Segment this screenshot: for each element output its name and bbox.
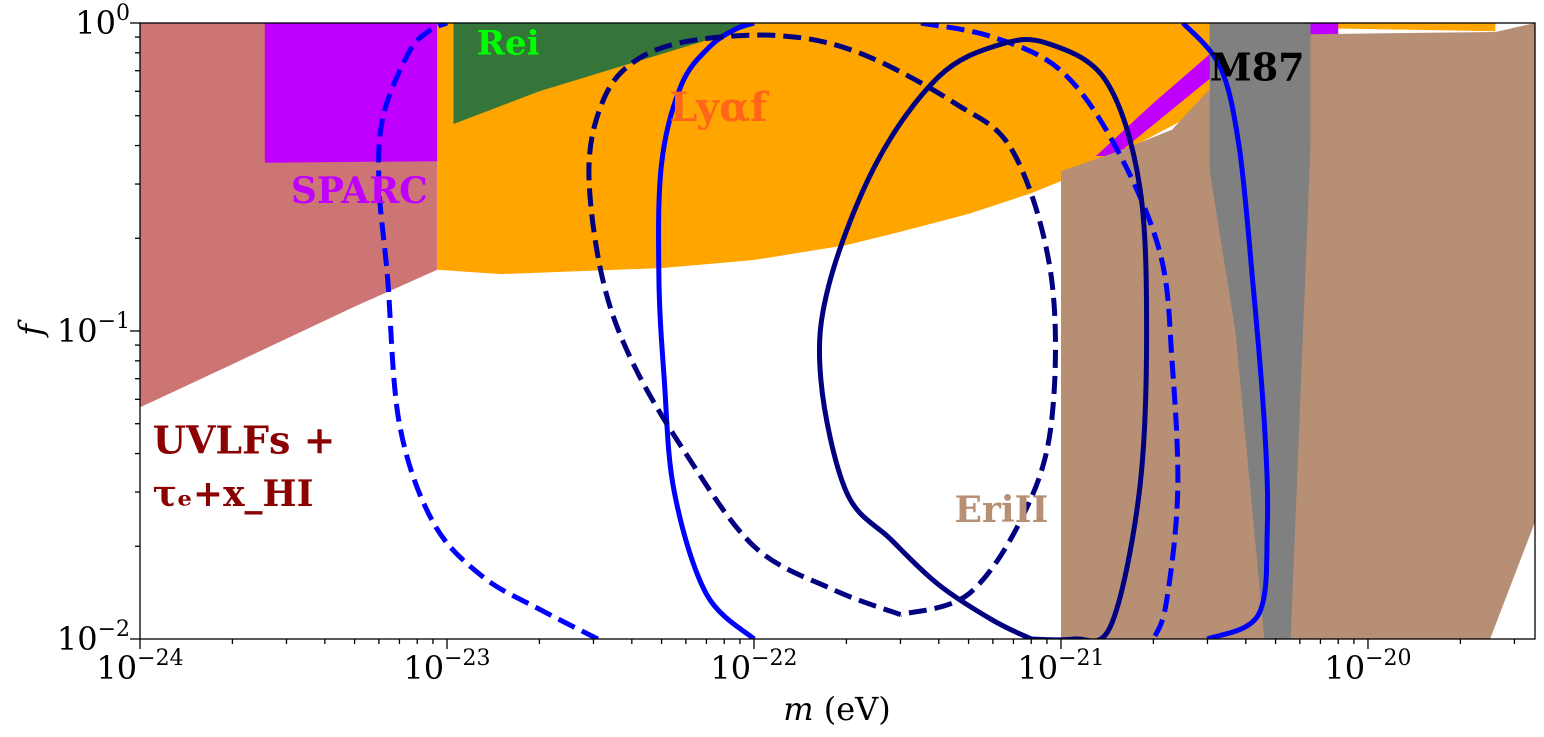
label-uvlfs1: UVLFs + (153, 418, 336, 463)
contour-curve-2 (920, 23, 1181, 639)
y-tick-label: 10−2 (57, 617, 130, 658)
label-m87: M87 (1210, 45, 1305, 90)
axis-ticks (130, 22, 1516, 649)
y-axis-label: f (12, 319, 50, 338)
contour-curves (376, 23, 1271, 639)
label-uvlfs2: τₑ+x_HI (153, 473, 314, 515)
label-lyaf: Lyαf (669, 84, 770, 131)
contour-curve-1 (376, 23, 599, 639)
x-tick-label: 10−23 (403, 646, 490, 687)
x-axis-var: m (783, 690, 813, 728)
contour-curve-3 (656, 23, 756, 639)
label-erii: EriII (955, 489, 1049, 531)
region-labels: Rei Lyαf SPARC M87 EriII UVLFs + τₑ+x_HI (153, 24, 1305, 531)
tick-labels: 10−24 10−23 10−22 10−21 10−20 10−2 10−1 100 (57, 1, 1412, 687)
region-sparc (264, 23, 438, 163)
contour-curve-6 (816, 37, 1150, 639)
x-axis-label: m (eV) (783, 690, 891, 728)
x-tick-label: 10−20 (1324, 646, 1411, 687)
region-rei (453, 23, 754, 124)
contour-curve-5 (586, 32, 1058, 618)
y-tick-label: 10−1 (57, 309, 130, 350)
region-m87 (1209, 23, 1311, 639)
x-tick-label: 10−21 (1017, 646, 1104, 687)
contour-curve-4 (1181, 23, 1271, 639)
label-rei: Rei (477, 24, 540, 64)
shaded-regions (140, 23, 1535, 639)
x-axis-unit: (eV) (824, 690, 891, 728)
x-tick-label: 10−22 (710, 646, 797, 687)
x-tick-label: 10−24 (96, 646, 183, 687)
label-sparc: SPARC (291, 170, 428, 212)
y-tick-label: 100 (75, 1, 130, 42)
